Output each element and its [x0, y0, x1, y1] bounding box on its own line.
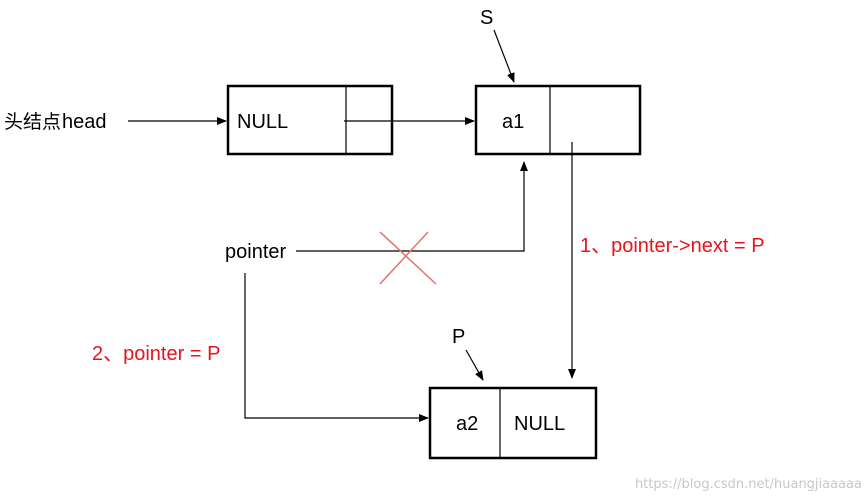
- s-arrow: [493, 29, 515, 83]
- head-label-cjk: 头结点: [4, 111, 61, 133]
- p-label: P: [452, 326, 465, 348]
- head-node-box: [226, 84, 394, 156]
- a1-node-box: [474, 84, 642, 156]
- a2-node-data: a2: [456, 413, 478, 435]
- a2-node-next: NULL: [514, 413, 565, 435]
- s-label: S: [480, 7, 493, 29]
- step2-label: 2、pointer = P: [92, 343, 220, 365]
- new-pointer-arrow: [244, 273, 429, 422]
- p-arrow: [465, 349, 484, 381]
- a2-node-box: [428, 386, 598, 460]
- a1-node: a1: [474, 84, 642, 156]
- head-node: NULL: [226, 84, 394, 156]
- head-label-en: head: [62, 111, 107, 133]
- old-pointer-arrow: [296, 161, 528, 252]
- pointer-label: pointer: [225, 241, 286, 263]
- watermark: https://blog.csdn.net/huangjiaaaaa: [635, 477, 862, 492]
- a1-node-data: a1: [502, 111, 524, 133]
- step1-label: 1、pointer->next = P: [580, 235, 765, 257]
- cross-out-mark: [379, 231, 437, 285]
- head-node-data: NULL: [237, 111, 288, 133]
- a2-node: a2 NULL: [428, 386, 598, 460]
